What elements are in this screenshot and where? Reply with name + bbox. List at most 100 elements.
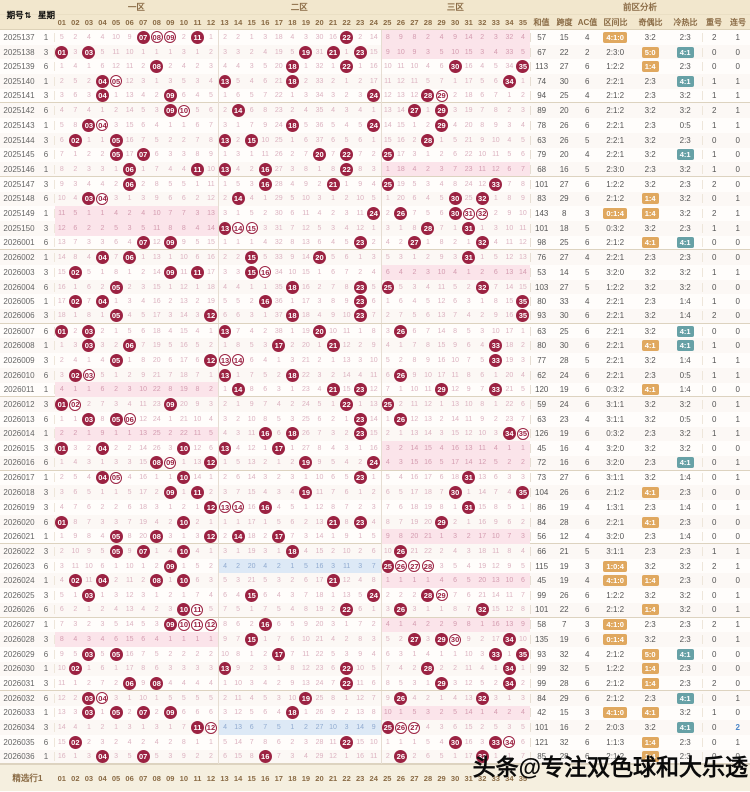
omission-value: 20 bbox=[424, 518, 432, 526]
omission-value: 12 bbox=[519, 238, 527, 246]
omission-value: 11 bbox=[302, 210, 310, 218]
issue-header-cell[interactable]: 期号 ⇅ bbox=[0, 9, 38, 21]
omission-value: 6 bbox=[371, 547, 376, 555]
consecutive-count: 1 bbox=[735, 91, 740, 101]
omission-value: 2 bbox=[317, 356, 322, 364]
omission-value: 2 bbox=[520, 518, 525, 526]
omission-value: 22 bbox=[315, 650, 324, 658]
table-row: 2026007 6 01 2 03 2 1 5 6 18 4 15 4 1 13 7 4 2 38 1 19 20 10 11… bbox=[0, 323, 750, 339]
omission-value: 1 bbox=[358, 254, 363, 262]
table-row: 2026008 1 1 3 03 3 2 06 7 19 5 16 5 2 1 8 5 3 17 2 20 1 21 12 2 9… bbox=[0, 338, 750, 354]
ball-cell: 05 bbox=[109, 412, 123, 427]
odd-even-ratio: 1:4 bbox=[632, 604, 669, 616]
omission-value: 5 bbox=[154, 136, 159, 144]
omission-value: 2 bbox=[141, 577, 146, 585]
omission-value: 15 bbox=[505, 298, 514, 306]
omission-value: 1 bbox=[380, 411, 395, 427]
span-value: 21 bbox=[559, 546, 569, 556]
weekday: 6 bbox=[38, 237, 55, 247]
omission-value: 6 bbox=[439, 63, 444, 71]
omission-value: 15 bbox=[139, 459, 148, 467]
ball-cell: 19 bbox=[299, 691, 313, 706]
omission-value: 6 bbox=[331, 136, 335, 144]
weekday: 1 bbox=[38, 164, 55, 174]
omission-value: 2 bbox=[439, 547, 444, 555]
omission-value: 4 bbox=[263, 356, 268, 364]
drawn-ball: 29 bbox=[435, 118, 449, 132]
drawn-ball: 02 bbox=[68, 574, 82, 588]
cold-hot-ratio: 3:2 bbox=[679, 282, 691, 292]
ball-column-header: 03 bbox=[84, 18, 94, 27]
ball-column-header: 07 bbox=[138, 18, 148, 27]
omission-value: 3 bbox=[100, 165, 105, 173]
drawn-ball: 02 bbox=[68, 265, 82, 279]
drawn-ball: 23 bbox=[353, 382, 367, 396]
omission-value: 6 bbox=[168, 356, 173, 364]
ball-cell: 04 bbox=[95, 471, 110, 486]
ball-cell: 34 bbox=[502, 74, 517, 89]
omission-value: 8 bbox=[493, 503, 498, 511]
omission-value: 6 bbox=[73, 92, 78, 100]
omission-value: 12 bbox=[369, 385, 378, 393]
omission-value: 5 bbox=[263, 63, 268, 71]
omission-value: 6 bbox=[141, 327, 146, 335]
omission-value: 5 bbox=[371, 532, 376, 540]
drawn-ball: 10 bbox=[177, 574, 191, 588]
omission-value: 5 bbox=[272, 720, 286, 735]
omission-value: 3 bbox=[394, 455, 408, 471]
omission-value: 3 bbox=[520, 107, 525, 115]
omission-value: 10 bbox=[394, 44, 408, 60]
repeat-count: 0 bbox=[701, 253, 726, 263]
footer-ball-number: 14 bbox=[233, 773, 243, 783]
omission-value: 14 bbox=[179, 312, 188, 320]
ball-cell: 07 bbox=[136, 148, 150, 163]
issue-number: 2026022 bbox=[3, 546, 35, 556]
drawn-ball: 03 bbox=[82, 588, 96, 602]
omission-value: 5 bbox=[290, 621, 295, 629]
omission-value: 2 bbox=[127, 371, 132, 379]
omission-value: 12 bbox=[57, 694, 66, 702]
omission-value: 4 bbox=[68, 632, 83, 647]
omission-value: 6 bbox=[507, 518, 512, 526]
omission-value: 11 bbox=[302, 650, 310, 658]
omission-value: 31 bbox=[315, 48, 324, 56]
omission-value: 10 bbox=[369, 738, 378, 746]
omission-value: 6 bbox=[68, 220, 83, 236]
omission-value: 1 bbox=[344, 180, 349, 188]
omission-value: 2 bbox=[398, 238, 403, 246]
omission-value: 4 bbox=[141, 606, 146, 614]
omission-value: 9 bbox=[303, 180, 308, 188]
issue-number: 2026011 bbox=[3, 384, 35, 394]
table-row: 2026003 3 15 02 5 1 8 1 2 14 09 11 11 17 3 3 15 16 34 10 15 1… bbox=[0, 265, 750, 280]
omission-value: 4 bbox=[73, 724, 78, 732]
omission-value: 8 bbox=[331, 298, 335, 306]
ac-value: 6 bbox=[584, 458, 590, 468]
omission-value: 2 bbox=[516, 455, 530, 471]
footer-label[interactable]: 精选行1 bbox=[12, 773, 43, 784]
omission-value: 1 bbox=[209, 738, 213, 746]
omission-value: 7 bbox=[466, 356, 471, 364]
omission-value: 17 bbox=[369, 77, 378, 85]
footer-ball-number: 11 bbox=[193, 773, 202, 783]
ac-value: 4 bbox=[584, 531, 590, 541]
sort-icon[interactable]: ⇅ bbox=[24, 10, 32, 20]
odd-even-ratio: 4:1 bbox=[632, 383, 669, 395]
ball-column-header: 15 bbox=[247, 18, 256, 27]
omission-value: 8 bbox=[371, 577, 376, 585]
zone-ratio: 4:1:0 bbox=[599, 707, 632, 719]
omission-value: 9 bbox=[317, 459, 322, 467]
weekday: 6 bbox=[38, 517, 55, 527]
cold-hot-ratio: 3:2 bbox=[679, 91, 691, 101]
omission-value: 3 bbox=[236, 151, 241, 159]
omission-value: 13 bbox=[57, 709, 66, 717]
omission-value: 7 bbox=[276, 753, 281, 761]
ball-cell: 29 bbox=[435, 382, 449, 397]
omission-value: 10 bbox=[451, 356, 459, 364]
omission-value: 11 bbox=[342, 327, 351, 335]
omission-value: 4 bbox=[407, 617, 422, 633]
drawn-ball: 16 bbox=[258, 295, 272, 309]
omission-value: 5 bbox=[371, 195, 376, 203]
ball-cell: 07 bbox=[136, 30, 150, 45]
omission-value: 1 bbox=[290, 136, 295, 144]
table-row: 2026027 1 7 3 2 3 5 14 5 3 09 10 11 12 8 6 2 16 6 5 9 20 3 1 7 2 4… bbox=[0, 617, 750, 633]
